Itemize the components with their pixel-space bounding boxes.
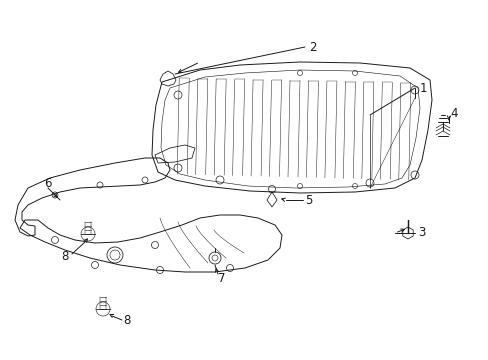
Text: 8: 8 [123,314,130,327]
Text: 1: 1 [419,81,427,95]
Text: 4: 4 [449,107,457,120]
Text: 7: 7 [218,271,225,284]
Text: 2: 2 [308,41,316,54]
Text: 6: 6 [44,176,52,189]
Text: 8: 8 [61,251,68,264]
Text: 5: 5 [305,194,312,207]
Text: 3: 3 [417,225,425,239]
